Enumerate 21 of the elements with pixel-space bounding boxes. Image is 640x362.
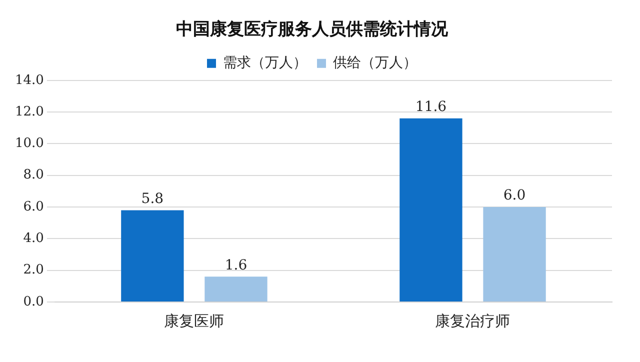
data-label: 6.0 (503, 188, 526, 204)
data-label: 11.6 (415, 99, 447, 116)
y-tick-label: 14.0 (14, 72, 44, 88)
y-tick-label: 12.0 (14, 104, 44, 120)
legend-label: 供给（万人） (333, 55, 417, 72)
y-tick-label: 8.0 (23, 168, 44, 183)
y-tick-label: 0.0 (23, 294, 44, 310)
x-tick-label: 康复治疗师 (435, 312, 510, 330)
bar (400, 118, 462, 302)
x-tick-label: 康复医师 (164, 312, 224, 330)
bar (121, 210, 184, 302)
chart-title: 中国康复医疗服务人员供需统计情况 (176, 20, 449, 40)
y-tick-label: 6.0 (23, 199, 44, 214)
bar (483, 207, 546, 302)
y-tick-label: 4.0 (23, 231, 44, 246)
data-label: 1.6 (224, 257, 248, 274)
y-tick-label: 2.0 (23, 262, 44, 278)
bar (204, 276, 268, 302)
y-tick-label: 10.0 (14, 136, 44, 152)
data-label: 5.8 (141, 190, 164, 207)
legend-label: 需求（万人） (223, 55, 307, 72)
